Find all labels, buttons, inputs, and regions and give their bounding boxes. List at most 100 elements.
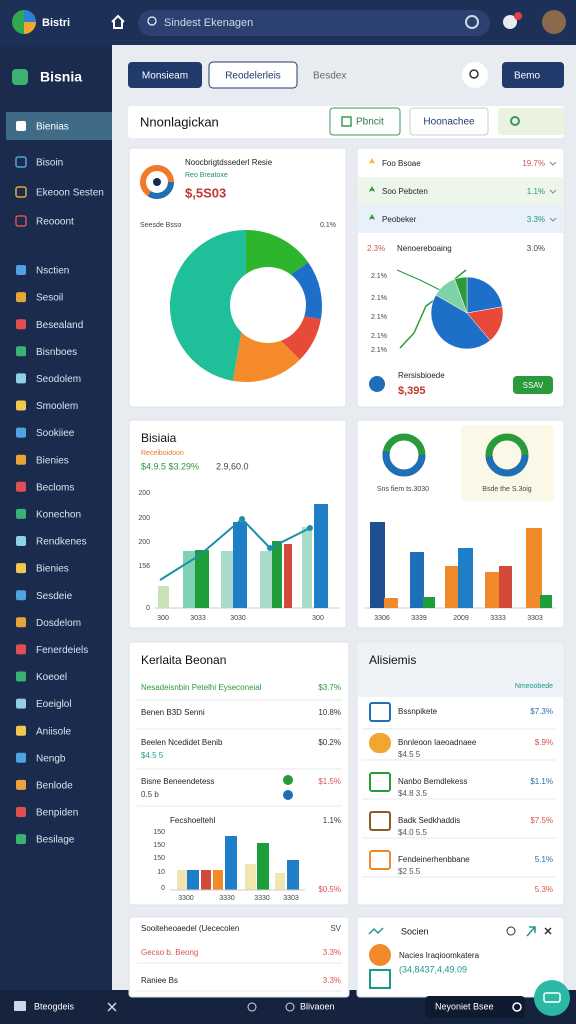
status-dot	[283, 790, 293, 800]
nav-item[interactable]: Bienias	[36, 122, 69, 133]
tab-label[interactable]: Besdex	[313, 71, 346, 82]
pie-hole	[230, 267, 306, 343]
bar	[499, 566, 512, 608]
nav-icon	[16, 121, 26, 131]
axis-label: 200	[138, 490, 150, 497]
nav-item[interactable]: Besilage	[36, 835, 75, 846]
chevron	[549, 189, 557, 194]
pie-slice	[466, 276, 503, 314]
axis-label: 2.1%	[371, 314, 387, 321]
close-icon	[544, 927, 552, 935]
row-name: Peobeker	[382, 215, 417, 224]
nav-item[interactable]: Benlode	[36, 781, 73, 792]
chart-label: 2.3%	[367, 244, 385, 253]
nav-item[interactable]: Bienies	[36, 564, 69, 575]
button-label[interactable]: SSAV	[523, 381, 544, 390]
bar	[302, 527, 312, 608]
row-value: $7.3%	[530, 707, 553, 716]
tab-label[interactable]: Reodelerleis	[225, 71, 281, 82]
button-label[interactable]: Neyoniet Bsee	[435, 1001, 494, 1011]
row-value: $7.5%	[530, 816, 553, 825]
row-value: 5.1%	[535, 855, 553, 864]
button-label[interactable]: Pbncit	[356, 117, 384, 128]
nav-item[interactable]: Sesdeie	[36, 591, 73, 602]
axis-label: 3330	[254, 895, 270, 902]
fab[interactable]	[534, 980, 570, 1016]
nav-item[interactable]: Bienies	[36, 455, 69, 466]
bar	[245, 864, 256, 890]
bar	[384, 598, 398, 608]
footer-button[interactable]	[425, 996, 525, 1018]
search-box[interactable]	[138, 10, 490, 36]
nav-item[interactable]: Besealand	[36, 320, 83, 331]
nav-item[interactable]: Eoeiglol	[36, 699, 72, 710]
nav-item[interactable]: Konechon	[36, 510, 81, 521]
nav-item[interactable]: Sesoil	[36, 293, 63, 304]
card-value: $,5S03	[185, 185, 226, 200]
logo-part	[24, 22, 36, 34]
nav-item[interactable]: Smoolem	[36, 401, 78, 412]
nav-item[interactable]: Sookiiee	[36, 428, 75, 439]
nav-icon	[285, 1002, 295, 1012]
row-bg	[358, 177, 563, 205]
nav-icon	[247, 1002, 257, 1012]
bar	[195, 550, 209, 608]
nav-item[interactable]: Rendkenes	[36, 537, 87, 548]
nav-item[interactable]: Benpiden	[36, 808, 78, 819]
nav-icon	[16, 536, 26, 546]
tab[interactable]	[128, 62, 202, 88]
footer-value: $0.5%	[318, 885, 341, 894]
nav-item[interactable]: Bisoin	[36, 158, 63, 169]
tab-label[interactable]: Monsieam	[142, 71, 188, 82]
button-label[interactable]: Hoonachee	[423, 117, 475, 128]
nav-item[interactable]: Seodolem	[36, 374, 81, 385]
pie-slice	[454, 276, 468, 314]
nav-item[interactable]: Becloms	[36, 482, 74, 493]
bar	[213, 870, 223, 890]
card-value: $4.9.5 $3.29%	[141, 461, 199, 471]
row-name: Bssnpikete	[398, 707, 438, 716]
button-label[interactable]: Bemo	[514, 71, 541, 82]
nav-item[interactable]: Dosdelom	[36, 618, 81, 629]
row-value: $1.1%	[530, 777, 553, 786]
search-icon	[147, 16, 157, 26]
button-icon	[341, 116, 352, 127]
nav-item[interactable]: Nsctien	[36, 266, 69, 277]
demo-button[interactable]	[502, 62, 564, 88]
nav-item[interactable]: Bisnboes	[36, 347, 77, 358]
nav-icon	[16, 807, 26, 817]
nav-item[interactable]: Ekeoon Sesten	[36, 188, 104, 199]
nav-icon	[16, 725, 26, 736]
notification-badge	[514, 12, 522, 20]
row-value: $.9%	[535, 738, 553, 747]
nav-icon	[16, 644, 26, 655]
contact-detail: (34,8437,4,49.09	[399, 964, 467, 974]
axis-label: 300	[312, 615, 324, 622]
chart-value: 1.1%	[323, 816, 341, 825]
nav-item[interactable]: Aniisole	[36, 726, 71, 737]
card-tag: Nmeoobede	[515, 683, 553, 690]
axis-label: 200	[138, 515, 150, 522]
tab[interactable]	[208, 61, 298, 89]
row-name: Bisne Beneendetess	[141, 777, 214, 786]
button[interactable]	[329, 107, 401, 136]
footer-button-icon	[512, 1002, 522, 1012]
star-icon	[369, 158, 375, 164]
button[interactable]	[498, 108, 564, 135]
bar	[225, 836, 237, 890]
nav-item[interactable]: Fenerdeiels	[36, 645, 88, 656]
nav-item[interactable]: Koeoel	[36, 672, 67, 683]
nav-item[interactable]: Reooont	[36, 217, 74, 228]
axis-label: 0	[161, 885, 165, 892]
table-header: Nesadeisnbin Petelhi Eyseconeial	[141, 683, 262, 692]
card-title: Socien	[401, 926, 429, 936]
bar	[410, 552, 424, 608]
footer-text[interactable]: Blivaoen	[300, 1001, 335, 1011]
action-button[interactable]	[513, 376, 553, 394]
nav-icon	[16, 563, 26, 574]
row-sub: $4.5 5	[398, 750, 421, 759]
button[interactable]	[409, 107, 489, 136]
nav-item[interactable]: Nengb	[36, 753, 66, 764]
bar	[284, 544, 292, 608]
